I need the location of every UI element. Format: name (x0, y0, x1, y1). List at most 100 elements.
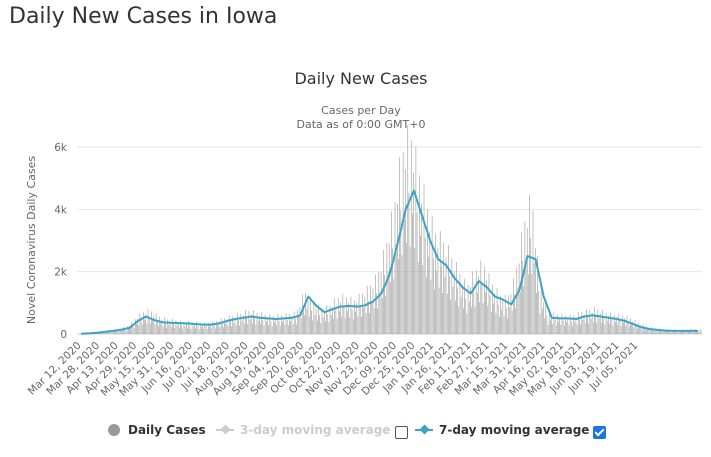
daily-case-bar[interactable] (267, 317, 268, 334)
daily-case-bar[interactable] (544, 318, 545, 334)
daily-case-bar[interactable] (536, 293, 537, 334)
daily-case-bar[interactable] (232, 316, 233, 334)
daily-case-bar[interactable] (419, 175, 420, 334)
daily-case-bar[interactable] (550, 320, 551, 334)
daily-case-bar[interactable] (439, 230, 441, 334)
daily-case-bar[interactable] (663, 330, 665, 334)
daily-case-bar[interactable] (118, 328, 120, 334)
daily-case-bar[interactable] (458, 306, 460, 334)
daily-case-bar[interactable] (470, 286, 471, 334)
daily-case-bar[interactable] (173, 324, 174, 334)
daily-case-bar[interactable] (475, 270, 477, 334)
daily-case-bar[interactable] (137, 319, 138, 334)
daily-case-bar[interactable] (406, 242, 407, 334)
daily-case-bar[interactable] (499, 316, 500, 334)
daily-case-bar[interactable] (145, 314, 147, 334)
daily-case-bar[interactable] (552, 324, 554, 334)
daily-case-bar[interactable] (231, 326, 232, 334)
daily-case-bar[interactable] (191, 322, 193, 334)
daily-case-bar[interactable] (569, 314, 571, 334)
daily-case-bar[interactable] (121, 328, 122, 334)
daily-case-bar[interactable] (575, 317, 577, 334)
daily-case-bar[interactable] (610, 312, 611, 334)
daily-case-bar[interactable] (163, 317, 165, 334)
daily-case-bar[interactable] (206, 329, 208, 334)
daily-case-bar[interactable] (298, 316, 300, 334)
daily-case-bar[interactable] (144, 319, 145, 334)
daily-case-bar[interactable] (124, 329, 126, 334)
daily-case-bar[interactable] (559, 317, 560, 334)
daily-case-bar[interactable] (620, 325, 622, 334)
daily-case-bar[interactable] (235, 325, 237, 334)
daily-case-bar[interactable] (255, 324, 257, 334)
daily-case-bar[interactable] (666, 331, 667, 334)
daily-case-bar[interactable] (196, 321, 198, 334)
seven-day-average-path[interactable] (81, 189, 698, 335)
daily-case-bar[interactable] (408, 192, 410, 334)
daily-case-bar[interactable] (268, 325, 269, 334)
daily-case-bar[interactable] (328, 322, 330, 334)
daily-case-bar[interactable] (654, 328, 656, 334)
daily-case-bar[interactable] (154, 324, 156, 334)
daily-case-bar[interactable] (323, 310, 325, 334)
daily-case-bar[interactable] (183, 322, 185, 334)
daily-case-bar[interactable] (358, 293, 360, 334)
daily-case-bar[interactable] (434, 289, 435, 334)
daily-case-bar[interactable] (465, 298, 467, 334)
daily-case-bar[interactable] (557, 314, 558, 334)
daily-case-bar[interactable] (515, 308, 516, 334)
daily-case-bar[interactable] (461, 285, 463, 334)
daily-case-bar[interactable] (210, 323, 211, 334)
daily-case-bar[interactable] (270, 321, 272, 334)
daily-case-bar[interactable] (292, 324, 294, 334)
daily-case-bar[interactable] (492, 285, 493, 334)
daily-case-bar[interactable] (228, 315, 230, 334)
daily-case-bar[interactable] (587, 317, 588, 334)
daily-case-bar[interactable] (175, 320, 177, 334)
daily-case-bar[interactable] (516, 268, 518, 334)
daily-case-bar[interactable] (669, 332, 671, 334)
daily-case-bar[interactable] (558, 321, 559, 334)
daily-case-bar[interactable] (638, 322, 639, 334)
daily-case-bar[interactable] (493, 303, 494, 334)
daily-case-bar[interactable] (692, 330, 694, 334)
daily-case-bar[interactable] (311, 310, 312, 334)
daily-case-bar[interactable] (384, 275, 385, 334)
daily-case-bar[interactable] (577, 312, 579, 334)
daily-case-bar[interactable] (347, 311, 348, 334)
daily-case-bar[interactable] (661, 331, 663, 334)
daily-case-bar[interactable] (528, 274, 529, 334)
daily-case-bar[interactable] (363, 307, 365, 334)
daily-case-bar[interactable] (648, 327, 650, 334)
daily-case-bar[interactable] (350, 297, 352, 334)
daily-case-bar[interactable] (690, 331, 691, 334)
daily-case-bar[interactable] (487, 305, 489, 334)
daily-case-bar[interactable] (696, 331, 697, 334)
daily-case-bar[interactable] (341, 316, 342, 334)
daily-case-bar[interactable] (248, 310, 250, 334)
daily-case-bar[interactable] (216, 321, 217, 334)
daily-case-bar[interactable] (122, 331, 123, 334)
daily-case-bar[interactable] (508, 295, 509, 334)
daily-case-bar[interactable] (485, 292, 486, 334)
daily-case-bar[interactable] (609, 324, 610, 334)
daily-case-bar[interactable] (272, 316, 274, 334)
daily-case-bar[interactable] (535, 247, 536, 334)
daily-case-bar[interactable] (445, 257, 447, 334)
daily-case-bar[interactable] (532, 210, 534, 334)
daily-case-bar[interactable] (560, 324, 562, 334)
daily-case-bar[interactable] (668, 330, 669, 334)
daily-case-bar[interactable] (326, 305, 327, 334)
daily-case-bar[interactable] (166, 327, 167, 334)
daily-case-bar[interactable] (315, 308, 317, 334)
daily-case-bar[interactable] (290, 321, 291, 334)
daily-case-bar[interactable] (247, 323, 249, 334)
daily-case-bar[interactable] (213, 325, 215, 334)
daily-case-bar[interactable] (548, 312, 550, 334)
daily-case-bar[interactable] (201, 327, 202, 334)
daily-case-bar[interactable] (242, 315, 244, 334)
daily-case-bar[interactable] (410, 140, 412, 334)
daily-case-bar[interactable] (339, 311, 340, 334)
daily-case-bar[interactable] (198, 329, 200, 334)
daily-case-bar[interactable] (259, 315, 260, 334)
